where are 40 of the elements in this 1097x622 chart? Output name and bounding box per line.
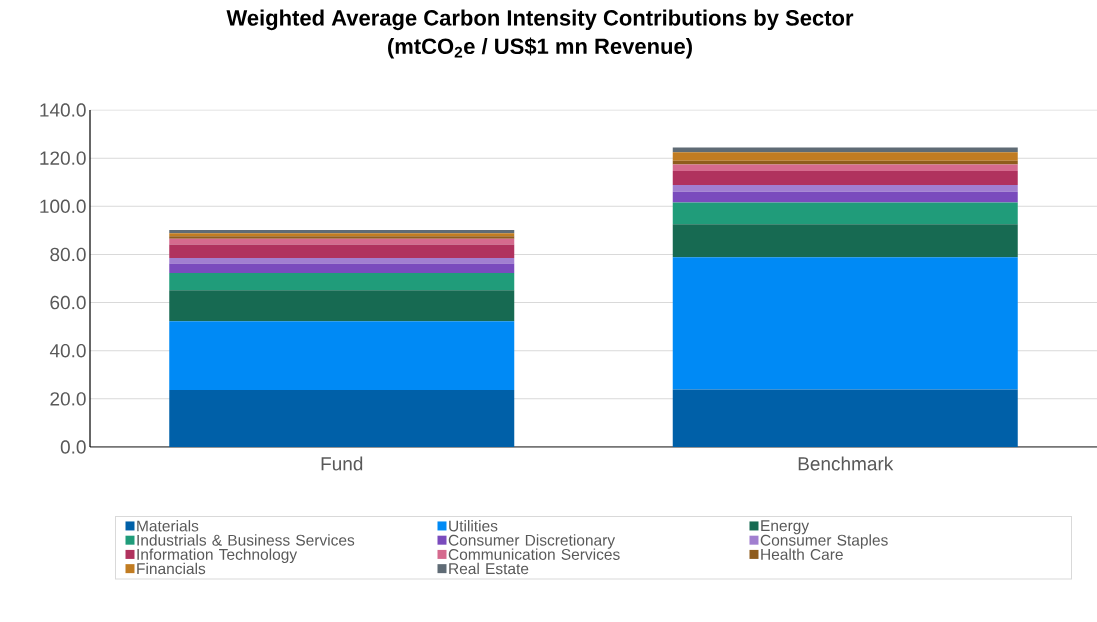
legend-label: Consumer Discretionary bbox=[448, 534, 616, 549]
legend-label: Communication Services bbox=[448, 548, 620, 560]
y-tick-label: 20.0 bbox=[50, 392, 86, 406]
legend-label: Materials bbox=[137, 520, 199, 532]
legend-label: Real Estate bbox=[449, 562, 529, 575]
bar bbox=[672, 224, 1018, 258]
y-tick-label: 140.0 bbox=[40, 103, 86, 117]
bar bbox=[672, 257, 1018, 390]
legend-label: Energy bbox=[761, 520, 810, 535]
y-tick-label: 0.0 bbox=[60, 440, 86, 454]
legend-label: Consumer Staples bbox=[760, 534, 888, 549]
legend-label: Information Technology bbox=[137, 548, 298, 563]
bar bbox=[672, 202, 1018, 225]
bar bbox=[672, 191, 1018, 203]
bar bbox=[169, 244, 515, 259]
bar bbox=[672, 152, 1018, 161]
legend-label: Health Care bbox=[761, 548, 843, 560]
x-tick-label: Benchmark bbox=[798, 456, 894, 471]
y-tick-label: 60.0 bbox=[50, 295, 86, 310]
y-tick-label: 40.0 bbox=[49, 343, 86, 358]
bar bbox=[672, 164, 1018, 171]
bar bbox=[672, 185, 1018, 192]
legend-label: Financials bbox=[137, 562, 206, 575]
bar bbox=[672, 389, 1018, 447]
bar bbox=[169, 272, 515, 291]
bar bbox=[169, 389, 515, 447]
bar bbox=[672, 170, 1018, 186]
legend-label: Industrials & Business Services bbox=[137, 534, 355, 546]
bar bbox=[169, 321, 515, 390]
chart-title: Weighted Average Carbon Intensity Contributions by Sector bbox=[226, 9, 854, 31]
x-tick-label: Fund bbox=[321, 456, 363, 471]
bar bbox=[169, 263, 515, 273]
bar bbox=[169, 258, 515, 264]
chart-subtitle: (mtCO$_{2}$e / US$1 mn Revenue) bbox=[388, 37, 692, 59]
legend-label: Utilities bbox=[449, 520, 498, 532]
bar bbox=[169, 238, 515, 245]
y-tick-label: 100.0 bbox=[40, 199, 86, 214]
y-tick-label: 80.0 bbox=[50, 247, 86, 262]
bar bbox=[169, 290, 515, 322]
y-tick-label: 120.0 bbox=[40, 151, 86, 165]
